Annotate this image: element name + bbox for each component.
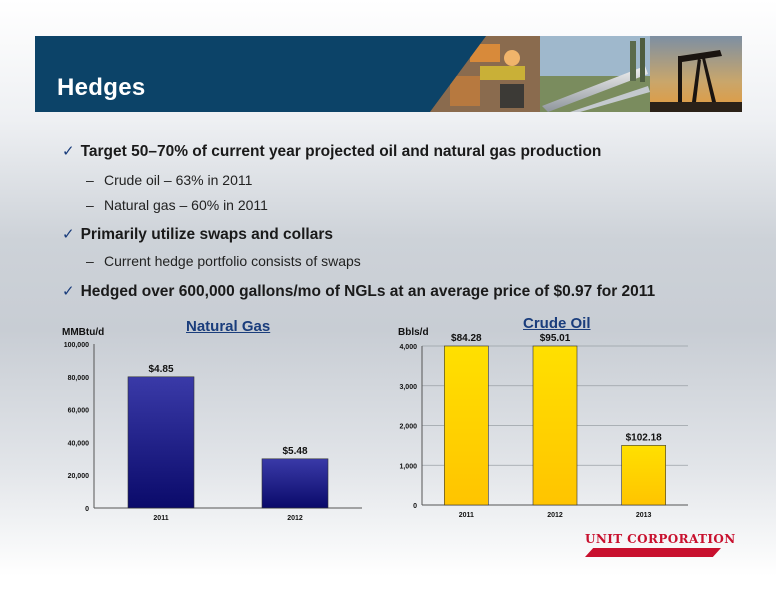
dash-icon: – <box>86 172 94 188</box>
bar-2013 <box>621 445 666 506</box>
bar-2011 <box>444 345 489 506</box>
bar-2011 <box>127 376 195 509</box>
bullet-ngl: ✓ Hedged over 600,000 gallons/mo of NGLs … <box>62 282 655 301</box>
natural-gas-ylabel: MMBtu/d <box>62 327 105 338</box>
sub-bullet-portfolio: – Current hedge portfolio consists of swa… <box>86 253 361 269</box>
y-tick-label: 100,000 <box>64 342 89 349</box>
y-tick-label: 60,000 <box>68 408 90 415</box>
title-banner: Hedges <box>35 36 742 112</box>
data-label: $5.48 <box>282 446 307 457</box>
logo-text: UNIT CORPORATION <box>585 532 736 546</box>
y-tick-label: 2,000 <box>399 424 417 431</box>
bullet-text: Target 50–70% of current year projected … <box>80 143 602 160</box>
natural-gas-title: Natural Gas <box>186 318 271 335</box>
sub-bullet-text: Natural gas – 60% in 2011 <box>104 197 268 213</box>
sub-bullet-text: Crude oil – 63% in 2011 <box>104 172 253 188</box>
data-label: $4.85 <box>148 364 173 375</box>
y-tick-label: 80,000 <box>68 375 90 382</box>
bullet-text: Hedged over 600,000 gallons/mo of NGLs a… <box>80 283 656 300</box>
data-label: $102.18 <box>626 432 663 443</box>
sub-bullet-gas: – Natural gas – 60% in 2011 <box>86 197 268 213</box>
y-tick-label: 4,000 <box>399 344 417 351</box>
sub-bullet-text: Current hedge portfolio consists of swap… <box>104 253 361 269</box>
bar-2012 <box>261 458 329 509</box>
dash-icon: – <box>86 253 94 269</box>
y-tick-label: 3,000 <box>399 384 417 391</box>
x-tick-label: 2012 <box>547 512 563 519</box>
data-label: $84.28 <box>451 333 482 344</box>
y-tick-label: 20,000 <box>68 473 90 480</box>
checkmark-icon: ✓ <box>62 143 75 160</box>
y-tick-label: 1,000 <box>399 463 417 470</box>
bar-2012 <box>532 345 578 506</box>
crude-oil-ylabel: Bbls/d <box>398 327 429 338</box>
x-tick-label: 2012 <box>287 515 303 522</box>
bullet-swaps: ✓ Primarily utilize swaps and collars <box>62 225 333 244</box>
x-tick-label: 2011 <box>153 515 168 522</box>
checkmark-icon: ✓ <box>62 226 75 243</box>
y-tick-label: 0 <box>413 503 417 510</box>
slide-title: Hedges <box>57 74 146 101</box>
bullet-target: ✓ Target 50–70% of current year projected… <box>62 142 601 161</box>
header-photo-collage <box>430 36 742 112</box>
sub-bullet-crude: – Crude oil – 63% in 2011 <box>86 172 252 188</box>
crude-oil-title: Crude Oil <box>523 315 591 332</box>
logo-stripe <box>585 548 721 557</box>
x-tick-label: 2013 <box>636 512 652 519</box>
checkmark-icon: ✓ <box>62 283 75 300</box>
y-tick-label: 0 <box>85 506 89 513</box>
y-tick-label: 40,000 <box>68 440 90 447</box>
bullet-text: Primarily utilize swaps and collars <box>80 226 333 243</box>
unit-corporation-logo: UNIT CORPORATION <box>585 532 736 557</box>
dash-icon: – <box>86 197 94 213</box>
x-tick-label: 2011 <box>459 512 474 519</box>
data-label: $95.01 <box>540 333 571 344</box>
